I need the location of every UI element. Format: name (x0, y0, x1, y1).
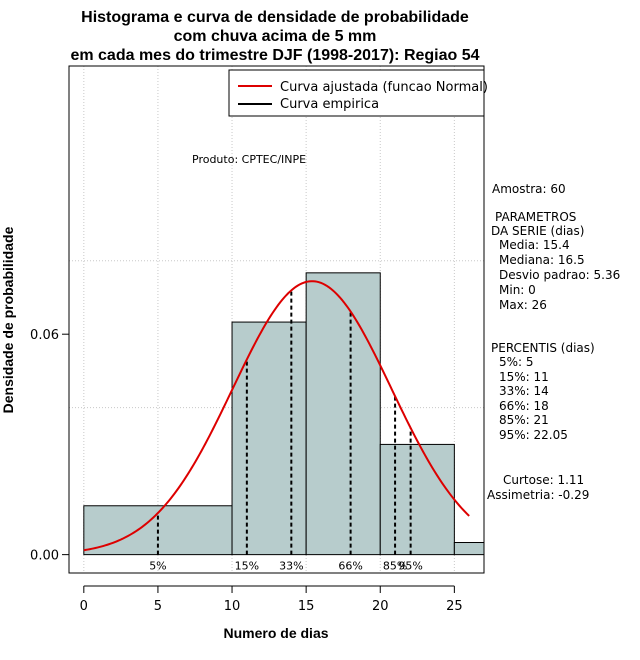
stat-parametros-title: PARAMETROS (495, 210, 576, 224)
histogram-bar-1 (231, 321, 307, 556)
produto-note: Produto: CPTEC/INPE (192, 153, 306, 166)
y-axis-label: Densidade de probabilidade (0, 226, 16, 413)
chart-title-line-1: Histograma e curva de densidade de proba… (81, 9, 469, 26)
stat-p5: 5%: 5 (499, 355, 534, 369)
percentile-label-4: 85% (383, 560, 407, 573)
stat-desvio: Desvio padrao: 5.36 (499, 268, 620, 282)
percentile-label-2: 33% (279, 560, 303, 573)
x-tick-label-0: 0 (80, 599, 88, 614)
histogram-bar-3 (379, 443, 455, 556)
stats-panel: Amostra: 60 PARAMETROS DA SERIE (dias) M… (487, 182, 620, 502)
x-tick-label-3: 15 (298, 599, 315, 614)
stat-amostra: Amostra: 60 (492, 182, 566, 196)
stat-p15: 15%: 11 (499, 370, 549, 384)
stat-p33: 33%: 14 (499, 384, 549, 398)
stat-parametros-sub: DA SERIE (dias) (491, 224, 584, 238)
y-axis: 0.00 0.06 (30, 328, 70, 564)
x-tick-label-1: 5 (154, 599, 162, 614)
fitted-normal-curve (83, 280, 470, 552)
histogram-bar-2 (305, 272, 381, 556)
chart-title-line-3: em cada mes do trimestre DJF (1998-2017)… (70, 47, 479, 64)
stat-percentis-title: PERCENTIS (dias) (491, 341, 595, 355)
y-tick-label-0: 0.00 (30, 549, 59, 564)
x-axis-label: Numero de dias (223, 625, 328, 641)
histogram-bar-4 (453, 542, 485, 556)
legend-fitted-curve-label: Curva ajustada (funcao Normal) (280, 80, 488, 95)
percentile-label-0: 5% (149, 560, 166, 573)
x-tick-label-2: 10 (224, 599, 241, 614)
stat-max: Max: 26 (499, 298, 547, 312)
percentile-label-3: 66% (338, 560, 362, 573)
chart-title-line-2: com chuva acima de 5 mm (174, 28, 377, 45)
percentile-layer: 5% 15% 33% 66% 85%95% (149, 290, 423, 573)
percentile-label-5: 95% (398, 560, 422, 573)
stat-min: Min: 0 (499, 283, 536, 297)
stat-media: Media: 15.4 (499, 238, 570, 252)
stat-p85: 85%: 21 (499, 413, 549, 427)
legend: Curva ajustada (funcao Normal) Curva emp… (228, 69, 488, 117)
plot-frame (68, 65, 485, 574)
y-tick-label-1: 0.06 (30, 328, 59, 343)
stat-p66: 66%: 18 (499, 399, 549, 413)
stat-p95: 95%: 22.05 (499, 428, 568, 442)
x-axis: 0 5 10 15 20 25 (80, 585, 463, 614)
curve-layer (83, 280, 470, 552)
bars-layer (83, 272, 485, 556)
x-tick-label-5: 25 (446, 599, 463, 614)
stat-assimetria: Assimetria: -0.29 (487, 488, 589, 502)
legend-box (228, 69, 485, 117)
stat-curtose: Curtose: 1.11 (503, 473, 584, 487)
x-tick-label-4: 20 (372, 599, 389, 614)
stat-mediana: Mediana: 16.5 (499, 253, 585, 267)
legend-empirical-curve-label: Curva empirica (280, 97, 379, 112)
percentile-label-1: 15% (235, 560, 259, 573)
